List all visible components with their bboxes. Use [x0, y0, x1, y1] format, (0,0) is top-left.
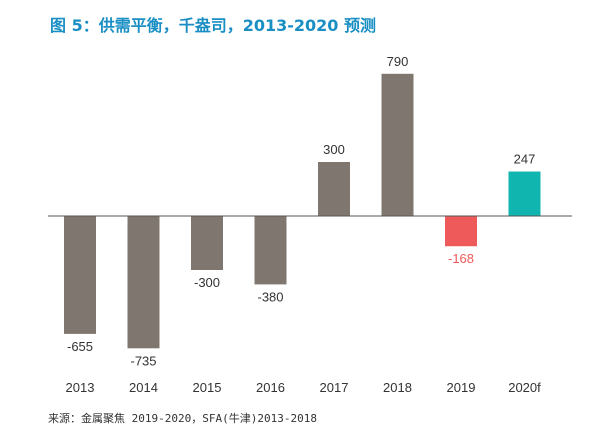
- chart-title: 图 5：供需平衡，千盎司，2013-2020 预测: [50, 16, 376, 35]
- x-tick-2018: 2018: [383, 380, 412, 395]
- bar-2013: [64, 216, 96, 334]
- value-label-2017: 300: [323, 142, 345, 157]
- bar-2014: [127, 216, 160, 349]
- bar-2017: [318, 162, 350, 216]
- x-tick-2020f: 2020f: [508, 380, 541, 395]
- x-axis-tick-labels: 2013 2014 2015 2016 2017 2018 2019 2020f: [66, 380, 542, 395]
- x-tick-2016: 2016: [256, 380, 285, 395]
- value-label-2013: -655: [67, 339, 93, 354]
- x-tick-2014: 2014: [129, 380, 158, 395]
- x-tick-2019: 2019: [447, 380, 476, 395]
- bar-2015: [191, 216, 223, 270]
- value-label-2018: 790: [387, 54, 409, 69]
- x-tick-2015: 2015: [193, 380, 222, 395]
- value-label-2016: -380: [257, 289, 283, 304]
- x-tick-2013: 2013: [66, 380, 95, 395]
- bar-2016: [254, 216, 287, 285]
- value-label-2020f: 247: [514, 152, 536, 167]
- bar-series: [64, 73, 541, 349]
- value-label-2014: -735: [130, 353, 156, 368]
- x-tick-2017: 2017: [320, 380, 349, 395]
- bar-2019: [445, 216, 477, 247]
- bar-2018: [381, 73, 414, 216]
- bar-2020f: [508, 171, 541, 216]
- source-note: 来源：金属聚焦 2019-2020，SFA(牛津)2013-2018: [48, 412, 317, 425]
- value-label-2015: -300: [194, 275, 220, 290]
- value-label-2019: -168: [448, 251, 474, 266]
- value-labels: -655 -735 -300 -380 300 790 -168 247: [67, 54, 536, 368]
